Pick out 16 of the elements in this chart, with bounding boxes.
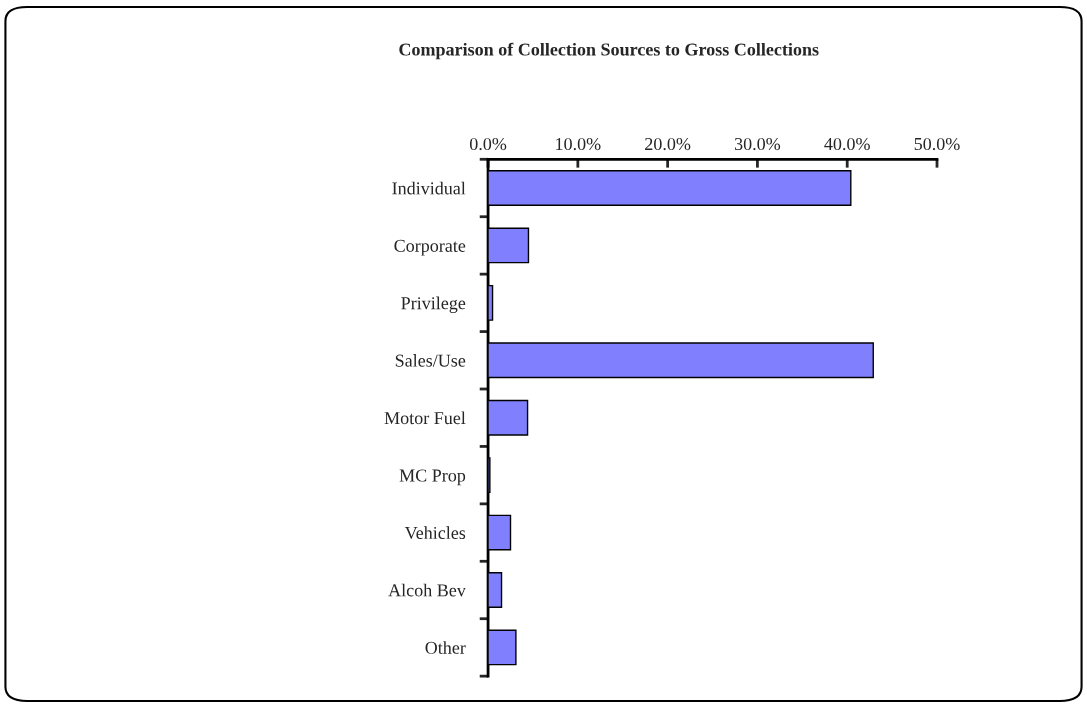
y-tick-label: Other [425,641,466,654]
y-tick-label: Motor Fuel [384,411,466,425]
y-tick-label: Sales/Use [395,354,466,367]
x-tick-label: 20.0% [645,137,691,151]
y-tick-label: Privilege [401,296,466,314]
y-tick-label: Individual [392,181,466,195]
x-tick-label: 0.0% [469,137,507,151]
x-tick-label: 50.0% [914,137,960,151]
chart-title: Comparison of Collection Sources to Gross Collections [399,42,819,60]
y-tick-label: Alcoh Bev [388,583,466,597]
x-tick-label: 10.0% [556,137,601,151]
x-tick-label: 40.0% [824,137,870,151]
x-tick-label: 30.0% [734,137,781,151]
y-tick-label: MC Prop [399,469,466,486]
y-tick-label: Vehicles [404,526,466,540]
y-tick-label: Corporate [394,239,466,256]
